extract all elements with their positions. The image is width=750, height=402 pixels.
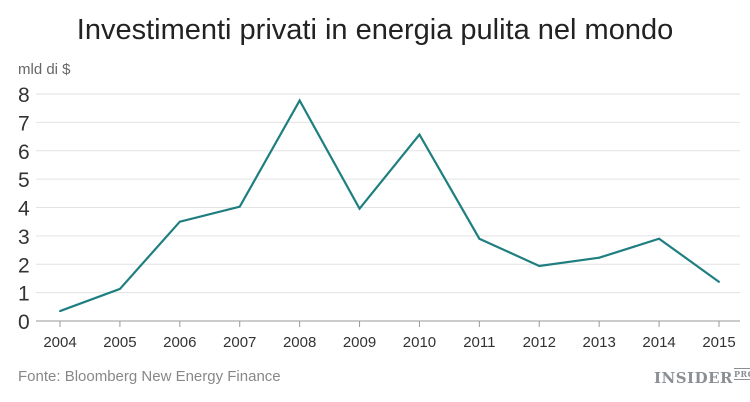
y-tick-label: 8	[18, 84, 30, 107]
data-point	[59, 310, 61, 313]
y-tick-label: 3	[18, 226, 30, 249]
insider-pro-logo: INSIDERPRO	[654, 368, 750, 387]
y-tick-label: 6	[18, 141, 30, 164]
data-point	[238, 205, 241, 208]
source-note: Fonte: Bloomberg New Energy Finance	[18, 368, 281, 385]
y-tick-label: 5	[18, 169, 30, 192]
x-tick-label: 2013	[582, 334, 615, 351]
x-tick-label: 2004	[43, 334, 76, 351]
y-axis-unit-label: mld di $	[18, 61, 71, 78]
logo-sup: PRO	[733, 368, 750, 380]
data-point	[358, 207, 361, 210]
data-point	[178, 220, 181, 223]
x-tick-label: 2005	[103, 334, 136, 351]
chart-title: Investimenti privati in energia pulita n…	[76, 14, 674, 46]
logo-main: INSIDER	[654, 369, 733, 387]
data-point	[538, 264, 541, 267]
x-tick-label: 2011	[463, 334, 495, 351]
x-tick-label: 2010	[403, 334, 436, 351]
x-tick-label: 2009	[343, 334, 376, 351]
x-tick-label: 2014	[642, 334, 675, 351]
data-point	[478, 237, 481, 240]
data-point	[418, 133, 421, 136]
data-point	[718, 280, 720, 283]
y-tick-label: 4	[18, 198, 30, 221]
y-tick-label: 2	[18, 254, 30, 277]
data-point	[598, 256, 601, 259]
y-tick-label: 7	[18, 112, 30, 135]
data-point	[298, 99, 301, 102]
x-tick-label: 2007	[223, 334, 256, 351]
series-line	[59, 98, 720, 313]
x-tick-label: 2008	[283, 334, 316, 351]
y-tick-label: 0	[18, 311, 30, 334]
data-point	[658, 237, 661, 240]
x-tick-label: 2012	[523, 334, 556, 351]
y-tick-label: 1	[18, 283, 30, 306]
x-tick-label: 2006	[163, 334, 196, 351]
x-tick-label: 2015	[702, 334, 735, 351]
data-point	[118, 287, 121, 290]
